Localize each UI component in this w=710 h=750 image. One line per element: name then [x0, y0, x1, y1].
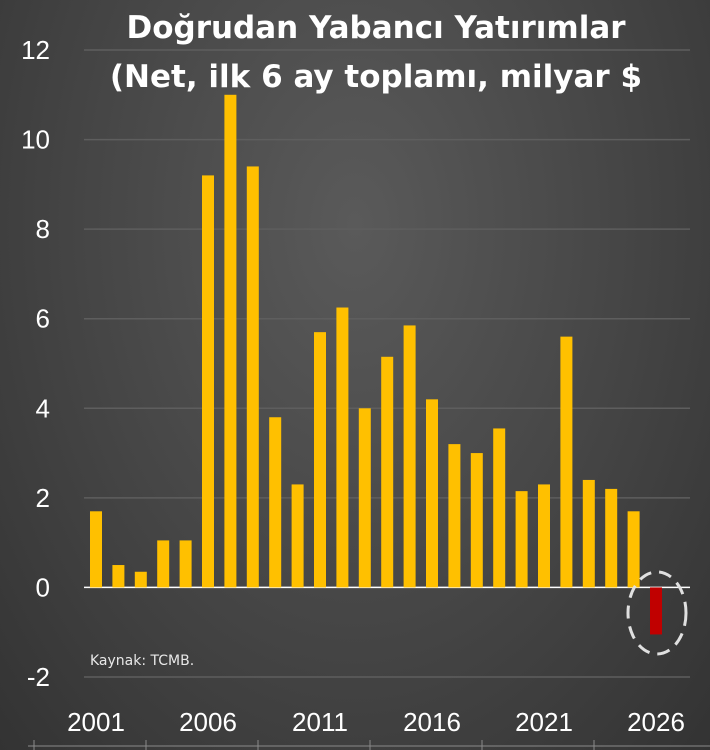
- y-tick-label: 6: [36, 304, 50, 334]
- bar-2005: [179, 540, 192, 588]
- bar-2024: [605, 488, 618, 588]
- bar-2020: [515, 491, 528, 588]
- bar-2026: [650, 587, 662, 635]
- y-tick-label: 4: [36, 393, 50, 423]
- bar-2014: [381, 356, 394, 588]
- bar-2006: [202, 175, 214, 588]
- y-tick-label: 2: [36, 483, 50, 513]
- bar-2023: [582, 479, 595, 588]
- bar-2010: [291, 484, 304, 588]
- bar-2017: [448, 444, 461, 588]
- y-tick-label: 8: [36, 214, 50, 244]
- x-axis-ticks: 2001 2006 2011 2016 2021 2026: [33, 707, 685, 750]
- y-tick-label: 12: [21, 35, 50, 65]
- bar-2003: [134, 571, 147, 588]
- annotations: [626, 570, 688, 656]
- bar-2002: [112, 565, 125, 588]
- bar-2021: [538, 484, 550, 588]
- bar-2011: [314, 332, 326, 588]
- bar-2018: [470, 453, 483, 588]
- bar-2004: [157, 540, 170, 588]
- y-tick-label: 0: [36, 572, 50, 602]
- x-tick-label: 2016: [403, 707, 461, 737]
- x-tick-label: 2006: [179, 707, 237, 737]
- source-note: Kaynak: TCMB.: [90, 653, 194, 669]
- x-tick-label: 2026: [627, 707, 685, 737]
- x-tick-label: 2011: [292, 707, 348, 737]
- bar-2001: [90, 511, 102, 588]
- bar-2009: [269, 417, 282, 588]
- x-tick-label: 2001: [67, 707, 125, 737]
- bar-2008: [246, 166, 259, 588]
- bars: [90, 94, 662, 635]
- chart-title-line-1: Doğrudan Yabancı Yatırımlar: [126, 10, 626, 46]
- chart-title-line-2: (Net, ilk 6 ay toplamı, milyar $: [110, 59, 642, 95]
- bar-2025: [627, 511, 640, 588]
- bar-2013: [358, 408, 371, 588]
- y-tick-label: -2: [27, 662, 50, 692]
- x-tick-label: 2021: [515, 707, 573, 737]
- highlight-circle: [626, 570, 688, 656]
- y-axis-ticks: -2 0 2 4 6 8 10 12: [21, 35, 50, 692]
- bar-2022: [560, 336, 573, 588]
- bar-2019: [493, 428, 506, 588]
- gridlines: [28, 49, 710, 747]
- bar-2007: [224, 94, 237, 588]
- bar-2016: [426, 399, 438, 588]
- bar-2015: [403, 325, 416, 588]
- bar-2012: [336, 307, 349, 588]
- y-tick-label: 10: [21, 125, 50, 155]
